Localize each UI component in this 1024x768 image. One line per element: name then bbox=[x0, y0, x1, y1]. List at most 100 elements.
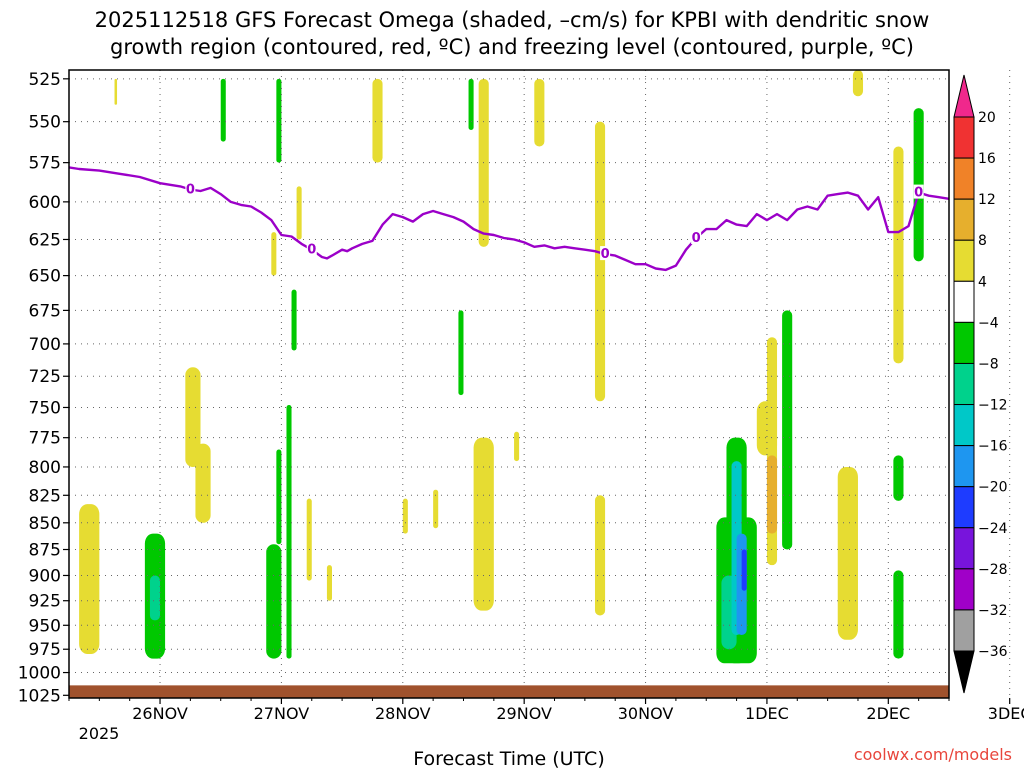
omega-patch bbox=[766, 455, 778, 534]
omega-patch bbox=[893, 146, 904, 364]
colorbar-swatch bbox=[953, 445, 975, 488]
y-tick-label: 700 bbox=[29, 335, 61, 355]
x-tick-label: 27NOV bbox=[254, 704, 310, 723]
colorbar-label: 16 bbox=[978, 151, 996, 167]
omega-patch bbox=[741, 549, 747, 591]
omega-patch bbox=[296, 186, 302, 240]
freezing-level-label: 0 bbox=[601, 247, 610, 262]
omega-patch bbox=[852, 70, 864, 97]
omega-patch bbox=[266, 544, 282, 659]
y-tick-label: 1000 bbox=[18, 664, 61, 684]
y-tick-label: 925 bbox=[29, 592, 61, 612]
omega-patch bbox=[514, 431, 520, 462]
credit-text: coolwx.com/models bbox=[854, 745, 1012, 764]
y-tick-label: 575 bbox=[29, 154, 61, 174]
freezing-label-bg bbox=[691, 229, 702, 244]
omega-patch bbox=[185, 367, 201, 467]
omega-patch bbox=[402, 498, 408, 534]
x-tick-label: 29NOV bbox=[496, 704, 552, 723]
colorbar-swatch bbox=[953, 116, 975, 159]
omega-patch bbox=[149, 575, 161, 621]
x-tick-label: 30NOV bbox=[618, 704, 674, 723]
omega-patch bbox=[114, 78, 118, 105]
omega-shading bbox=[79, 70, 924, 664]
colorbar-label: −12 bbox=[978, 398, 1008, 414]
colorbar-swatch bbox=[953, 239, 975, 282]
freezing-label-bg bbox=[913, 184, 924, 199]
freezing-level-label: 0 bbox=[914, 186, 923, 201]
freezing-level-polyline bbox=[69, 166, 949, 272]
y-tick-label: 550 bbox=[29, 113, 61, 133]
colorbar-swatch bbox=[953, 609, 975, 652]
x-tick-label: 28NOV bbox=[375, 704, 431, 723]
colorbar-swatch bbox=[953, 157, 975, 200]
colorbar-label: −32 bbox=[978, 603, 1008, 619]
colorbar-label: 8 bbox=[978, 233, 987, 249]
colorbar-swatch bbox=[953, 486, 975, 529]
x-tick-label: 1DEC bbox=[745, 704, 789, 723]
omega-patch bbox=[372, 78, 383, 163]
y-tick-label: 1025 bbox=[18, 686, 61, 706]
colorbar-label: 20 bbox=[978, 110, 996, 126]
plot-area: 0 0 0 0 0 bbox=[68, 69, 1011, 699]
x-tick-label: 2DEC bbox=[866, 704, 910, 723]
omega-patch bbox=[534, 78, 545, 147]
y-tick-label: 600 bbox=[29, 193, 61, 213]
freezing-level-line: 0 0 0 0 0 bbox=[69, 166, 949, 272]
y-tick-label: 750 bbox=[29, 398, 61, 418]
colorbar-label: −36 bbox=[978, 644, 1008, 660]
y-tick-label: 525 bbox=[29, 70, 61, 90]
y-tick-label: 975 bbox=[29, 640, 61, 660]
y-tick-label: 800 bbox=[29, 458, 61, 478]
colorbar-label: −24 bbox=[978, 521, 1008, 537]
colorbar-swatch bbox=[953, 198, 975, 241]
x-tick-year: 2025 bbox=[79, 724, 120, 743]
omega-patch bbox=[893, 455, 904, 501]
omega-patch bbox=[837, 466, 858, 640]
colorbar-swatch bbox=[953, 321, 975, 364]
colorbar-label: −20 bbox=[978, 480, 1008, 496]
y-tick-label: 900 bbox=[29, 566, 61, 586]
colorbar-label: −8 bbox=[978, 356, 999, 372]
colorbar-swatch bbox=[953, 568, 975, 611]
omega-patch bbox=[195, 443, 211, 523]
x-tick-label: 3DEC bbox=[988, 704, 1024, 723]
colorbar-label: −16 bbox=[978, 439, 1008, 455]
omega-patch bbox=[276, 449, 282, 545]
y-tick-label: 825 bbox=[29, 486, 61, 506]
y-tick-label: 875 bbox=[29, 541, 61, 561]
colorbar-bottom-arrow bbox=[953, 650, 975, 694]
y-tick-label: 775 bbox=[29, 429, 61, 449]
chart-title-line-2: growth region (contoured, red, ºC) and f… bbox=[110, 35, 914, 59]
x-axis-label: Forecast Time (UTC) bbox=[413, 748, 604, 768]
freezing-label-bg bbox=[600, 246, 611, 261]
omega-patch bbox=[286, 405, 292, 659]
omega-patch bbox=[276, 78, 282, 163]
omega-patch bbox=[306, 498, 312, 581]
freezing-level-label: 0 bbox=[186, 182, 195, 197]
omega-patch bbox=[271, 232, 277, 276]
omega-patch bbox=[79, 504, 100, 654]
surface-terrain bbox=[69, 685, 949, 698]
freezing-label-bg bbox=[306, 241, 317, 256]
colorbar-swatch bbox=[953, 404, 975, 447]
colorbar-swatch bbox=[953, 362, 975, 406]
omega-patch bbox=[594, 495, 606, 616]
y-axis: 525 550 575 600 625 650 675 700 725 750 775 800 825 8… bbox=[18, 70, 69, 706]
freezing-level-label: 0 bbox=[692, 231, 701, 246]
x-axis: 26NOV 27NOV 28NOV 29NOV 30NOV 1DEC 2DEC 3DEC bbox=[68, 698, 1024, 723]
x-tick-label: 26NOV bbox=[132, 704, 188, 723]
y-tick-label: 850 bbox=[29, 514, 61, 534]
colorbar-swatch bbox=[953, 280, 975, 323]
omega-patch bbox=[473, 437, 494, 611]
chart-title-line-1: 2025112518 GFS Forecast Omega (shaded, –… bbox=[95, 8, 930, 32]
omega-patch bbox=[326, 565, 332, 601]
terrain-band bbox=[69, 685, 949, 698]
omega-patch bbox=[458, 310, 464, 396]
colorbar-label: 4 bbox=[978, 274, 987, 290]
omega-patch bbox=[893, 570, 904, 659]
y-tick-label: 650 bbox=[29, 267, 61, 287]
colorbar-swatch bbox=[953, 527, 975, 570]
omega-patch bbox=[468, 78, 474, 131]
freezing-level-label: 0 bbox=[307, 243, 316, 258]
